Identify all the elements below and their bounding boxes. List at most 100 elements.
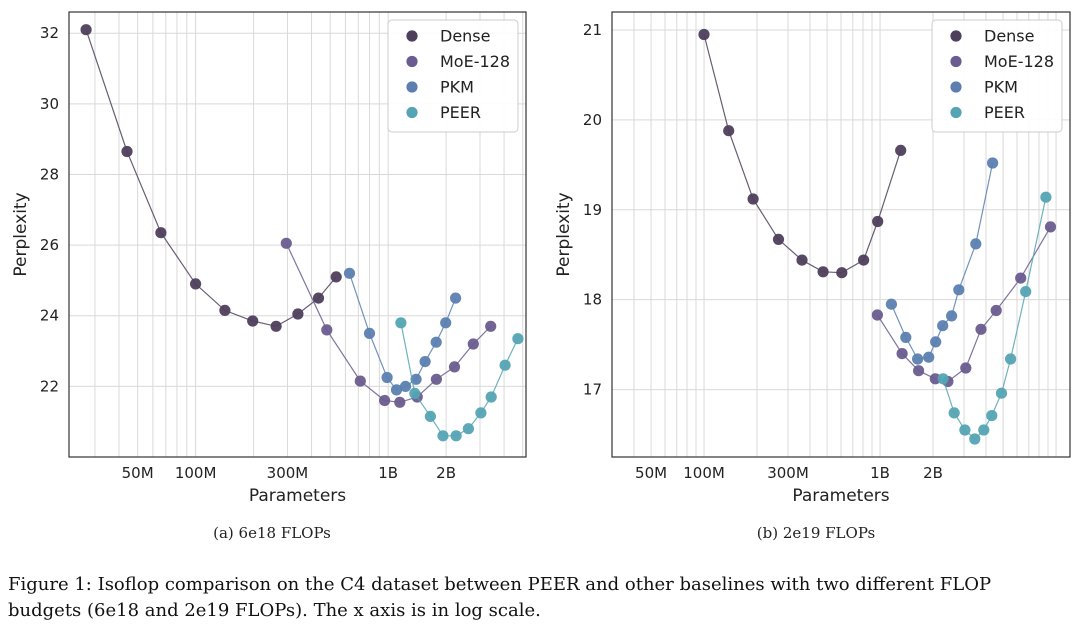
series-line — [942, 197, 1047, 440]
data-point — [698, 28, 710, 41]
data-point — [912, 353, 924, 365]
x-tick-label: 1B — [378, 464, 398, 482]
data-point — [270, 320, 282, 332]
data-point — [948, 407, 960, 419]
legend-marker — [950, 30, 962, 42]
data-point — [247, 315, 259, 327]
data-point — [379, 394, 391, 407]
data-point — [987, 157, 999, 169]
data-point — [1005, 353, 1017, 365]
x-tick-label: 300M — [267, 464, 309, 482]
y-tick-label: 32 — [40, 24, 59, 42]
y-tick-label: 24 — [40, 307, 59, 325]
legend-marker — [406, 55, 418, 68]
data-point — [937, 320, 949, 332]
legend-marker — [950, 106, 962, 119]
y-tick-label: 28 — [40, 165, 59, 183]
subcaption-b: (b) 2e19 FLOPs — [757, 524, 875, 542]
data-point — [450, 430, 462, 442]
series-dense — [80, 24, 342, 332]
y-tick-label: 20 — [583, 111, 602, 129]
legend-box — [931, 19, 1063, 133]
plot-area — [80, 24, 524, 442]
series-line — [348, 273, 457, 391]
data-point — [343, 267, 356, 279]
x-tick-label: 100M — [683, 464, 725, 482]
data-point — [381, 371, 393, 384]
subcaption-a: (a) 6e18 FLOPs — [213, 524, 331, 542]
data-point — [796, 254, 808, 266]
data-point — [959, 424, 971, 436]
data-point — [424, 410, 436, 422]
data-point — [937, 373, 949, 385]
legend-marker — [950, 81, 962, 93]
data-point — [1044, 221, 1057, 233]
x-tick-label: 50M — [122, 464, 154, 482]
data-point — [330, 271, 342, 283]
y-tick-label: 26 — [40, 236, 59, 254]
data-point — [946, 310, 958, 322]
data-point — [430, 373, 442, 385]
y-axis-label: Perplexity — [554, 192, 574, 276]
data-point — [1015, 272, 1027, 284]
y-tick-label: 30 — [40, 95, 59, 113]
data-point — [475, 407, 487, 419]
series-line — [400, 322, 519, 437]
data-point — [895, 144, 907, 156]
legend-label: PEER — [984, 103, 1025, 122]
x-axis-label: Parameters — [792, 486, 889, 506]
data-point — [930, 336, 942, 348]
data-point — [970, 238, 982, 250]
data-point — [190, 278, 202, 290]
y-tick-label: 21 — [583, 21, 602, 39]
plot-frame — [611, 11, 1071, 458]
data-point — [723, 125, 735, 137]
data-point — [969, 433, 981, 445]
series-dense — [698, 28, 907, 279]
legend: Dense MoE-128 PKM PEER — [931, 19, 1063, 133]
data-point — [1020, 286, 1032, 298]
data-point — [896, 348, 908, 360]
x-tick-label: 300M — [767, 464, 809, 482]
figure-caption-line-1: Figure 1: Isoflop comparison on the C4 d… — [8, 574, 992, 595]
data-point — [437, 430, 449, 442]
data-point — [485, 320, 497, 332]
figure-caption-line-2: budgets (6e18 and 2e19 FLOPs). The x axi… — [8, 600, 541, 621]
data-point — [747, 193, 759, 205]
plot-frame — [68, 11, 527, 458]
data-point — [499, 359, 511, 371]
data-point — [872, 215, 884, 228]
data-point — [80, 24, 92, 36]
data-point — [450, 292, 462, 304]
data-point — [121, 145, 133, 158]
x-tick-label: 2B — [923, 464, 943, 482]
data-point — [390, 384, 403, 396]
series-moe-128 — [280, 237, 497, 408]
legend-label: Dense — [440, 27, 490, 46]
data-point — [419, 356, 431, 368]
data-point — [280, 237, 292, 249]
data-point — [448, 361, 461, 373]
data-point — [440, 317, 452, 329]
series-line — [703, 34, 902, 274]
chart-panel-a: 50M 100M 300M 1B 2B 22 24 26 28 30 32 Parameters Per… — [11, 11, 527, 506]
data-point — [986, 410, 998, 422]
legend-box — [387, 19, 519, 133]
data-point — [836, 267, 848, 279]
data-point — [363, 327, 376, 339]
data-point — [485, 391, 497, 403]
data-point — [978, 424, 990, 436]
data-point — [409, 387, 421, 399]
legend-marker — [406, 106, 418, 119]
data-point — [292, 308, 304, 320]
data-point — [321, 324, 333, 336]
x-tick-label: 50M — [635, 464, 667, 482]
legend-label: Dense — [984, 27, 1034, 46]
legend-label: MoE-128 — [984, 52, 1054, 71]
data-point — [467, 338, 479, 350]
data-point — [995, 387, 1008, 399]
y-tick-label: 18 — [583, 291, 602, 309]
y-axis-label: Perplexity — [11, 192, 31, 276]
x-tick-label: 1B — [870, 464, 890, 482]
legend-label: MoE-128 — [440, 52, 510, 71]
